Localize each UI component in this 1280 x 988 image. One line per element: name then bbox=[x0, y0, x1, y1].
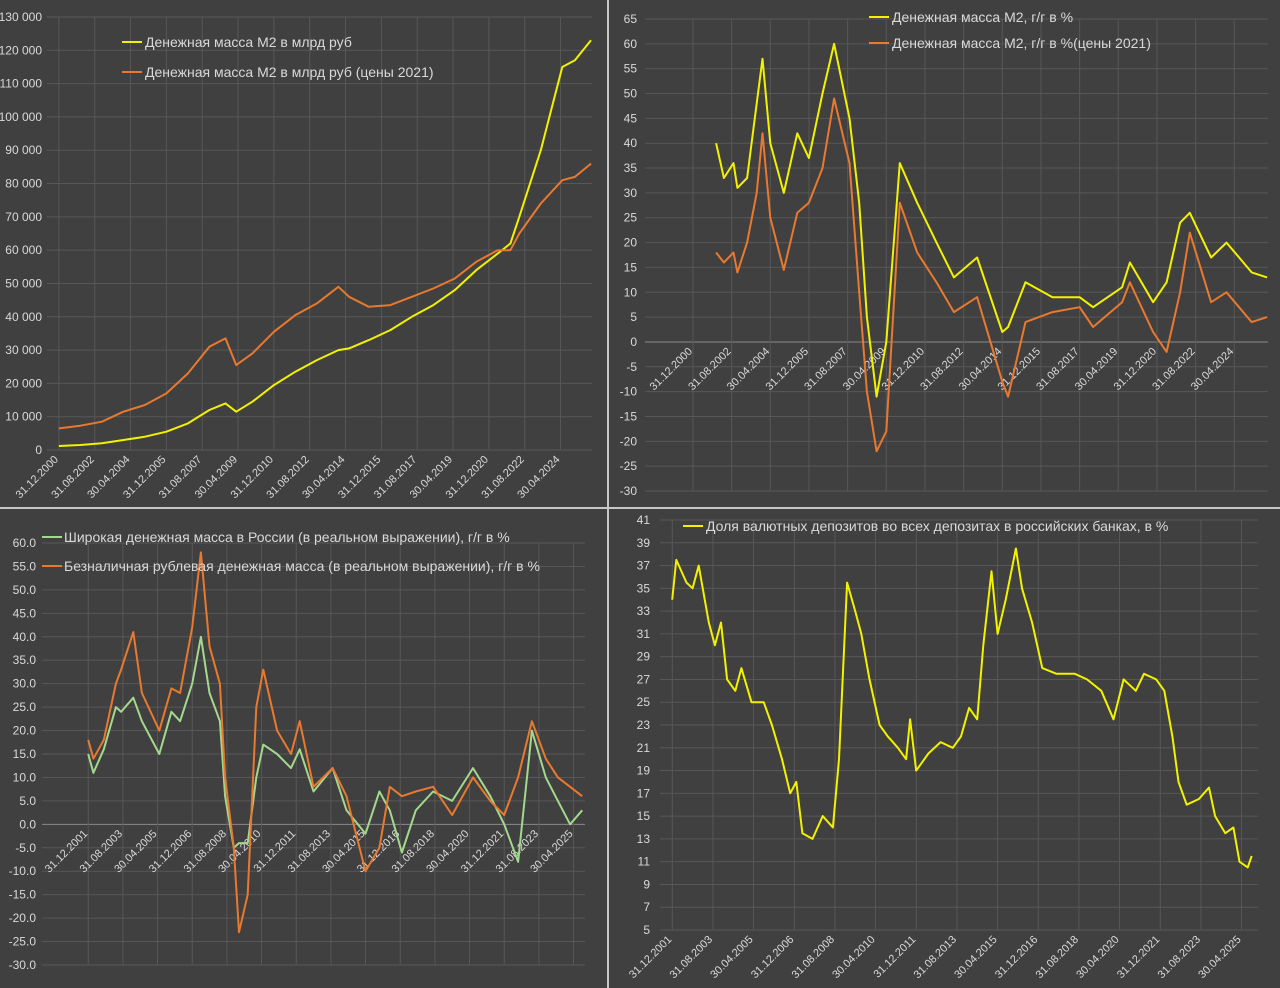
y-tick-label: -10 bbox=[620, 385, 638, 399]
legend-label: Денежная масса М2 в млрд руб (цены 2021) bbox=[145, 64, 434, 80]
y-tick-label: 13 bbox=[637, 832, 651, 846]
y-tick-label: 80 000 bbox=[5, 177, 42, 191]
y-tick-label: 25.0 bbox=[13, 700, 37, 714]
y-tick-label: 20 000 bbox=[5, 376, 42, 390]
y-tick-label: 10 bbox=[624, 285, 638, 299]
y-tick-label: 5 bbox=[630, 310, 637, 324]
legend-chart-1: Денежная масса М2 в млрд руб Денежная ма… bbox=[122, 34, 434, 80]
y-tick-label: 29 bbox=[637, 650, 651, 664]
y-tick-label: 7 bbox=[643, 900, 650, 914]
y-tick-label: 15.0 bbox=[13, 747, 37, 761]
y-tick-label: 39 bbox=[637, 536, 651, 550]
y-tick-label: 25 bbox=[637, 695, 651, 709]
y-tick-label: 11 bbox=[638, 855, 651, 869]
y-tick-label: 60.0 bbox=[13, 536, 37, 550]
y-tick-label: 15 bbox=[637, 809, 651, 823]
y-tick-label: 40 bbox=[624, 136, 638, 150]
y-tick-label: 41 bbox=[637, 513, 651, 527]
y-tick-label: 9 bbox=[643, 877, 650, 891]
y-tick-label: -5 bbox=[626, 360, 637, 374]
y-tick-label: 55 bbox=[624, 62, 638, 76]
y-tick-label: 40 000 bbox=[5, 310, 42, 324]
legend-chart-2: Денежная масса М2, г/г в % Денежная масс… bbox=[869, 9, 1151, 51]
y-tick-label: 35 bbox=[624, 161, 638, 175]
legend-chart-4: Доля валютных депозитов во всех депозита… bbox=[683, 518, 1168, 534]
legend-chart-3: Широкая денежная масса в России (в реаль… bbox=[42, 529, 540, 574]
y-tick-label: 60 bbox=[624, 37, 638, 51]
y-tick-label: -20 bbox=[620, 434, 638, 448]
y-tick-label: 31 bbox=[637, 627, 651, 641]
y-tick-label: -30 bbox=[620, 484, 638, 498]
y-tick-label: 45.0 bbox=[13, 606, 37, 620]
y-tick-label: 15 bbox=[624, 260, 638, 274]
y-tick-label: 10 000 bbox=[5, 410, 42, 424]
y-tick-label: 30 000 bbox=[5, 343, 42, 357]
y-tick-label: 23 bbox=[637, 718, 651, 732]
legend-label: Безналичная рублевая денежная масса (в р… bbox=[64, 558, 540, 574]
y-tick-label: 45 bbox=[624, 111, 638, 125]
y-tick-label: 20 bbox=[624, 236, 638, 250]
y-tick-label: 50 000 bbox=[5, 276, 42, 290]
legend-label: Денежная масса М2, г/г в % bbox=[892, 9, 1073, 25]
y-tick-label: 35 bbox=[637, 581, 651, 595]
y-tick-label: 110 000 bbox=[0, 77, 42, 91]
y-tick-label: -20.0 bbox=[9, 911, 37, 925]
series-line-1 bbox=[87, 635, 583, 863]
y-tick-label: -5.0 bbox=[15, 841, 36, 855]
y-tick-label: 130 000 bbox=[0, 10, 42, 24]
y-tick-label: 50.0 bbox=[13, 583, 37, 597]
y-tick-label: 20.0 bbox=[13, 724, 37, 738]
y-tick-label: 65 bbox=[624, 12, 638, 26]
y-tick-label: 30 bbox=[624, 186, 638, 200]
y-tick-label: -25 bbox=[620, 459, 638, 473]
y-tick-label: 100 000 bbox=[0, 110, 42, 124]
y-tick-label: 19 bbox=[637, 764, 651, 778]
y-tick-label: 27 bbox=[637, 672, 651, 686]
series-line-2 bbox=[87, 551, 583, 934]
y-tick-label: -25.0 bbox=[9, 935, 37, 949]
y-tick-label: -10.0 bbox=[9, 864, 37, 878]
y-tick-label: 0.0 bbox=[19, 817, 36, 831]
y-tick-label: 10.0 bbox=[13, 770, 37, 784]
y-tick-label: -15.0 bbox=[9, 888, 37, 902]
y-tick-label: -15 bbox=[620, 409, 638, 423]
y-tick-label: 35.0 bbox=[13, 653, 37, 667]
y-tick-label: 40.0 bbox=[13, 630, 37, 644]
y-tick-label: 25 bbox=[624, 211, 638, 225]
y-tick-label: 33 bbox=[637, 604, 651, 618]
y-tick-label: 30.0 bbox=[13, 677, 37, 691]
y-tick-label: 21 bbox=[637, 741, 651, 755]
y-tick-label: 0 bbox=[35, 443, 42, 457]
y-tick-label: 5 bbox=[643, 923, 650, 937]
legend-label: Широкая денежная масса в России (в реаль… bbox=[64, 529, 510, 545]
y-tick-label: -30.0 bbox=[9, 958, 37, 972]
y-tick-label: 120 000 bbox=[0, 43, 42, 57]
y-tick-label: 5.0 bbox=[19, 794, 36, 808]
y-tick-label: 0 bbox=[630, 335, 637, 349]
y-tick-label: 90 000 bbox=[5, 143, 42, 157]
y-tick-label: 60 000 bbox=[5, 243, 42, 257]
y-tick-label: 17 bbox=[637, 786, 651, 800]
y-tick-label: 50 bbox=[624, 87, 638, 101]
legend-label: Доля валютных депозитов во всех депозита… bbox=[706, 518, 1168, 534]
y-tick-label: 70 000 bbox=[5, 210, 42, 224]
legend-label: Денежная масса М2 в млрд руб bbox=[145, 34, 352, 50]
legend-label: Денежная масса М2, г/г в %(цены 2021) bbox=[892, 35, 1151, 51]
y-tick-label: 55.0 bbox=[13, 559, 37, 573]
y-tick-label: 37 bbox=[637, 559, 651, 573]
